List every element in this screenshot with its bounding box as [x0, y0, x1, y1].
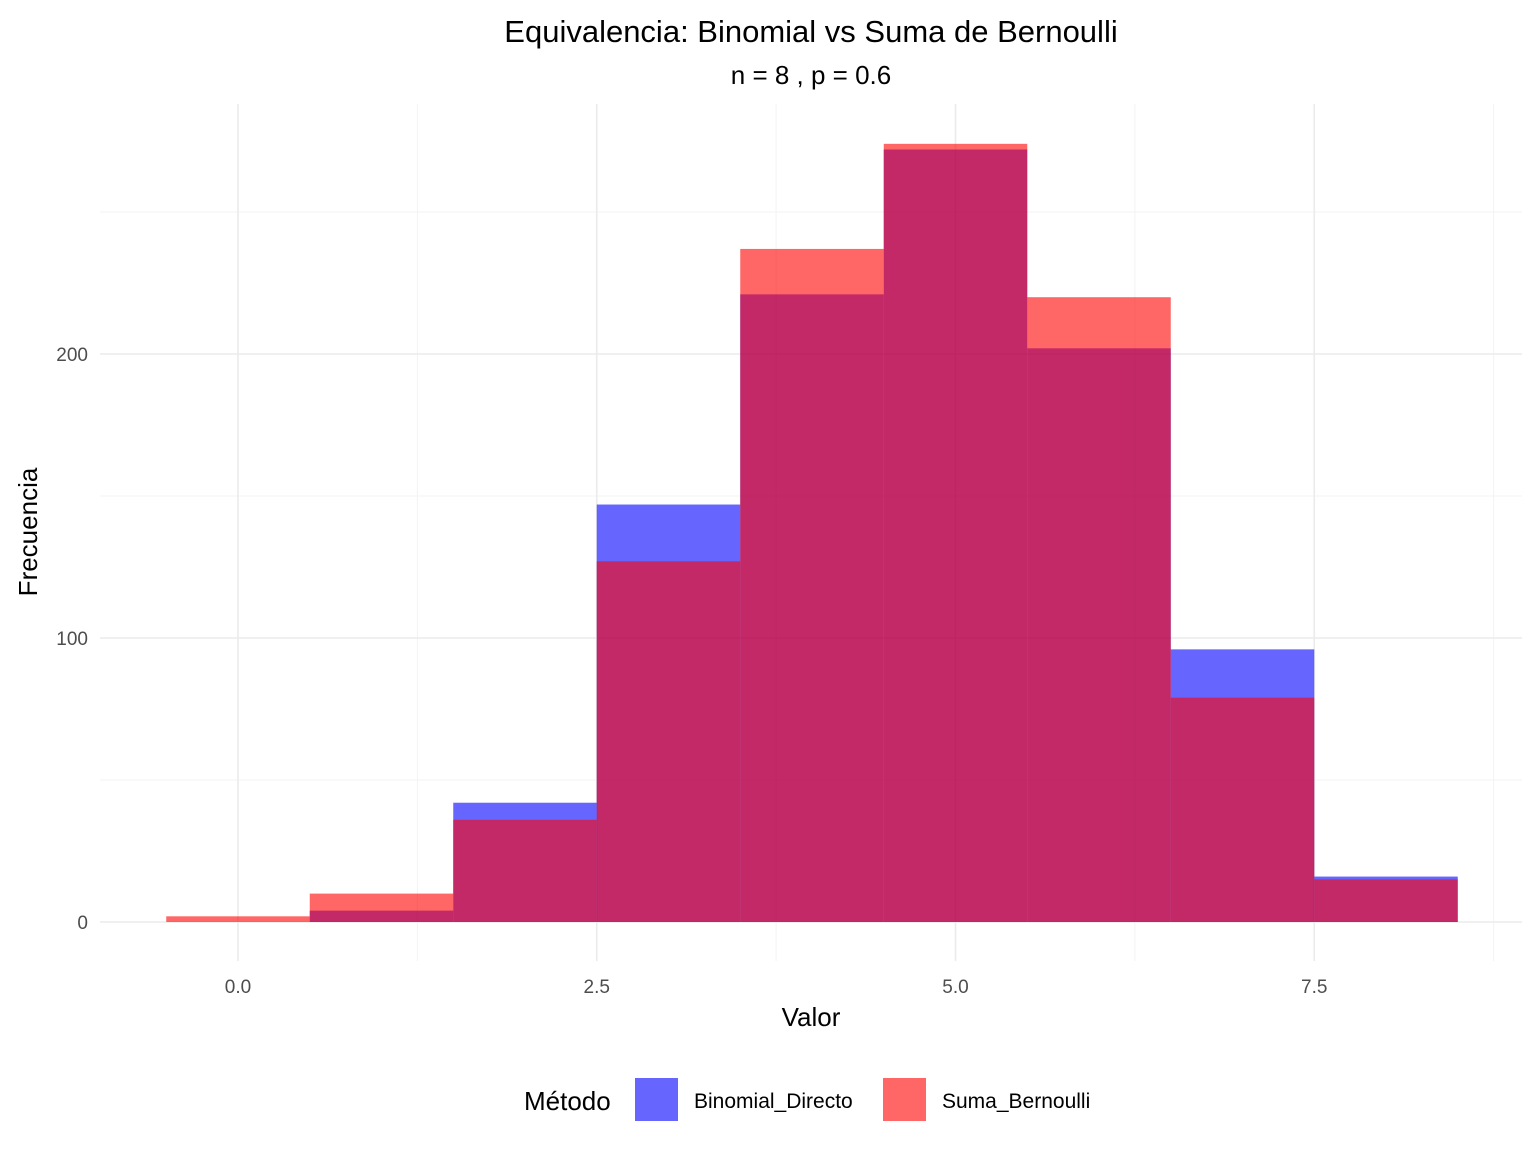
- x-axis-title: Valor: [782, 1002, 841, 1032]
- y-tick-label: 0: [77, 913, 88, 934]
- legend-key-binomial-directo: [635, 1078, 678, 1121]
- bar-suma-bernoulli-7: [1170, 697, 1315, 922]
- y-tick-label: 100: [56, 629, 88, 650]
- plot-panel: 0 100 200 0.0 2.5 5.0 7.5: [56, 104, 1522, 998]
- x-tick-label: 7.5: [1301, 977, 1327, 998]
- bar-suma-bernoulli-0: [166, 916, 310, 922]
- bar-suma-bernoulli-4: [740, 248, 884, 923]
- chart-title: Equivalencia: Binomial vs Suma de Bernou…: [504, 14, 1117, 49]
- x-tick-label: 0.0: [225, 977, 251, 998]
- x-tick-label: 2.5: [584, 977, 610, 998]
- x-tick-label: 5.0: [942, 977, 968, 998]
- y-axis-title: Frecuencia: [13, 467, 43, 596]
- x-axis-ticks: 0.0 2.5 5.0 7.5: [225, 977, 1328, 998]
- bar-suma-bernoulli-6: [1027, 297, 1171, 922]
- y-tick-label: 200: [56, 345, 88, 366]
- bar-suma-bernoulli-3: [596, 561, 741, 922]
- legend-label-binomial-directo: Binomial_Directo: [694, 1090, 853, 1113]
- y-axis-ticks: 0 100 200: [56, 345, 88, 934]
- bar-suma-bernoulli-8: [1314, 879, 1458, 922]
- bar-suma-bernoulli-2: [453, 819, 597, 922]
- legend-title: Método: [524, 1086, 611, 1116]
- legend-key-suma-bernoulli: [883, 1078, 926, 1121]
- chart-subtitle: n = 8 , p = 0.6: [731, 60, 891, 90]
- legend: Método Binomial_Directo Suma_Bernoulli: [524, 1078, 1090, 1121]
- bar-suma-bernoulli-1: [309, 893, 454, 922]
- histogram-bars: [166, 143, 1458, 923]
- bar-suma-bernoulli-5: [883, 143, 1028, 923]
- legend-label-suma-bernoulli: Suma_Bernoulli: [942, 1090, 1090, 1113]
